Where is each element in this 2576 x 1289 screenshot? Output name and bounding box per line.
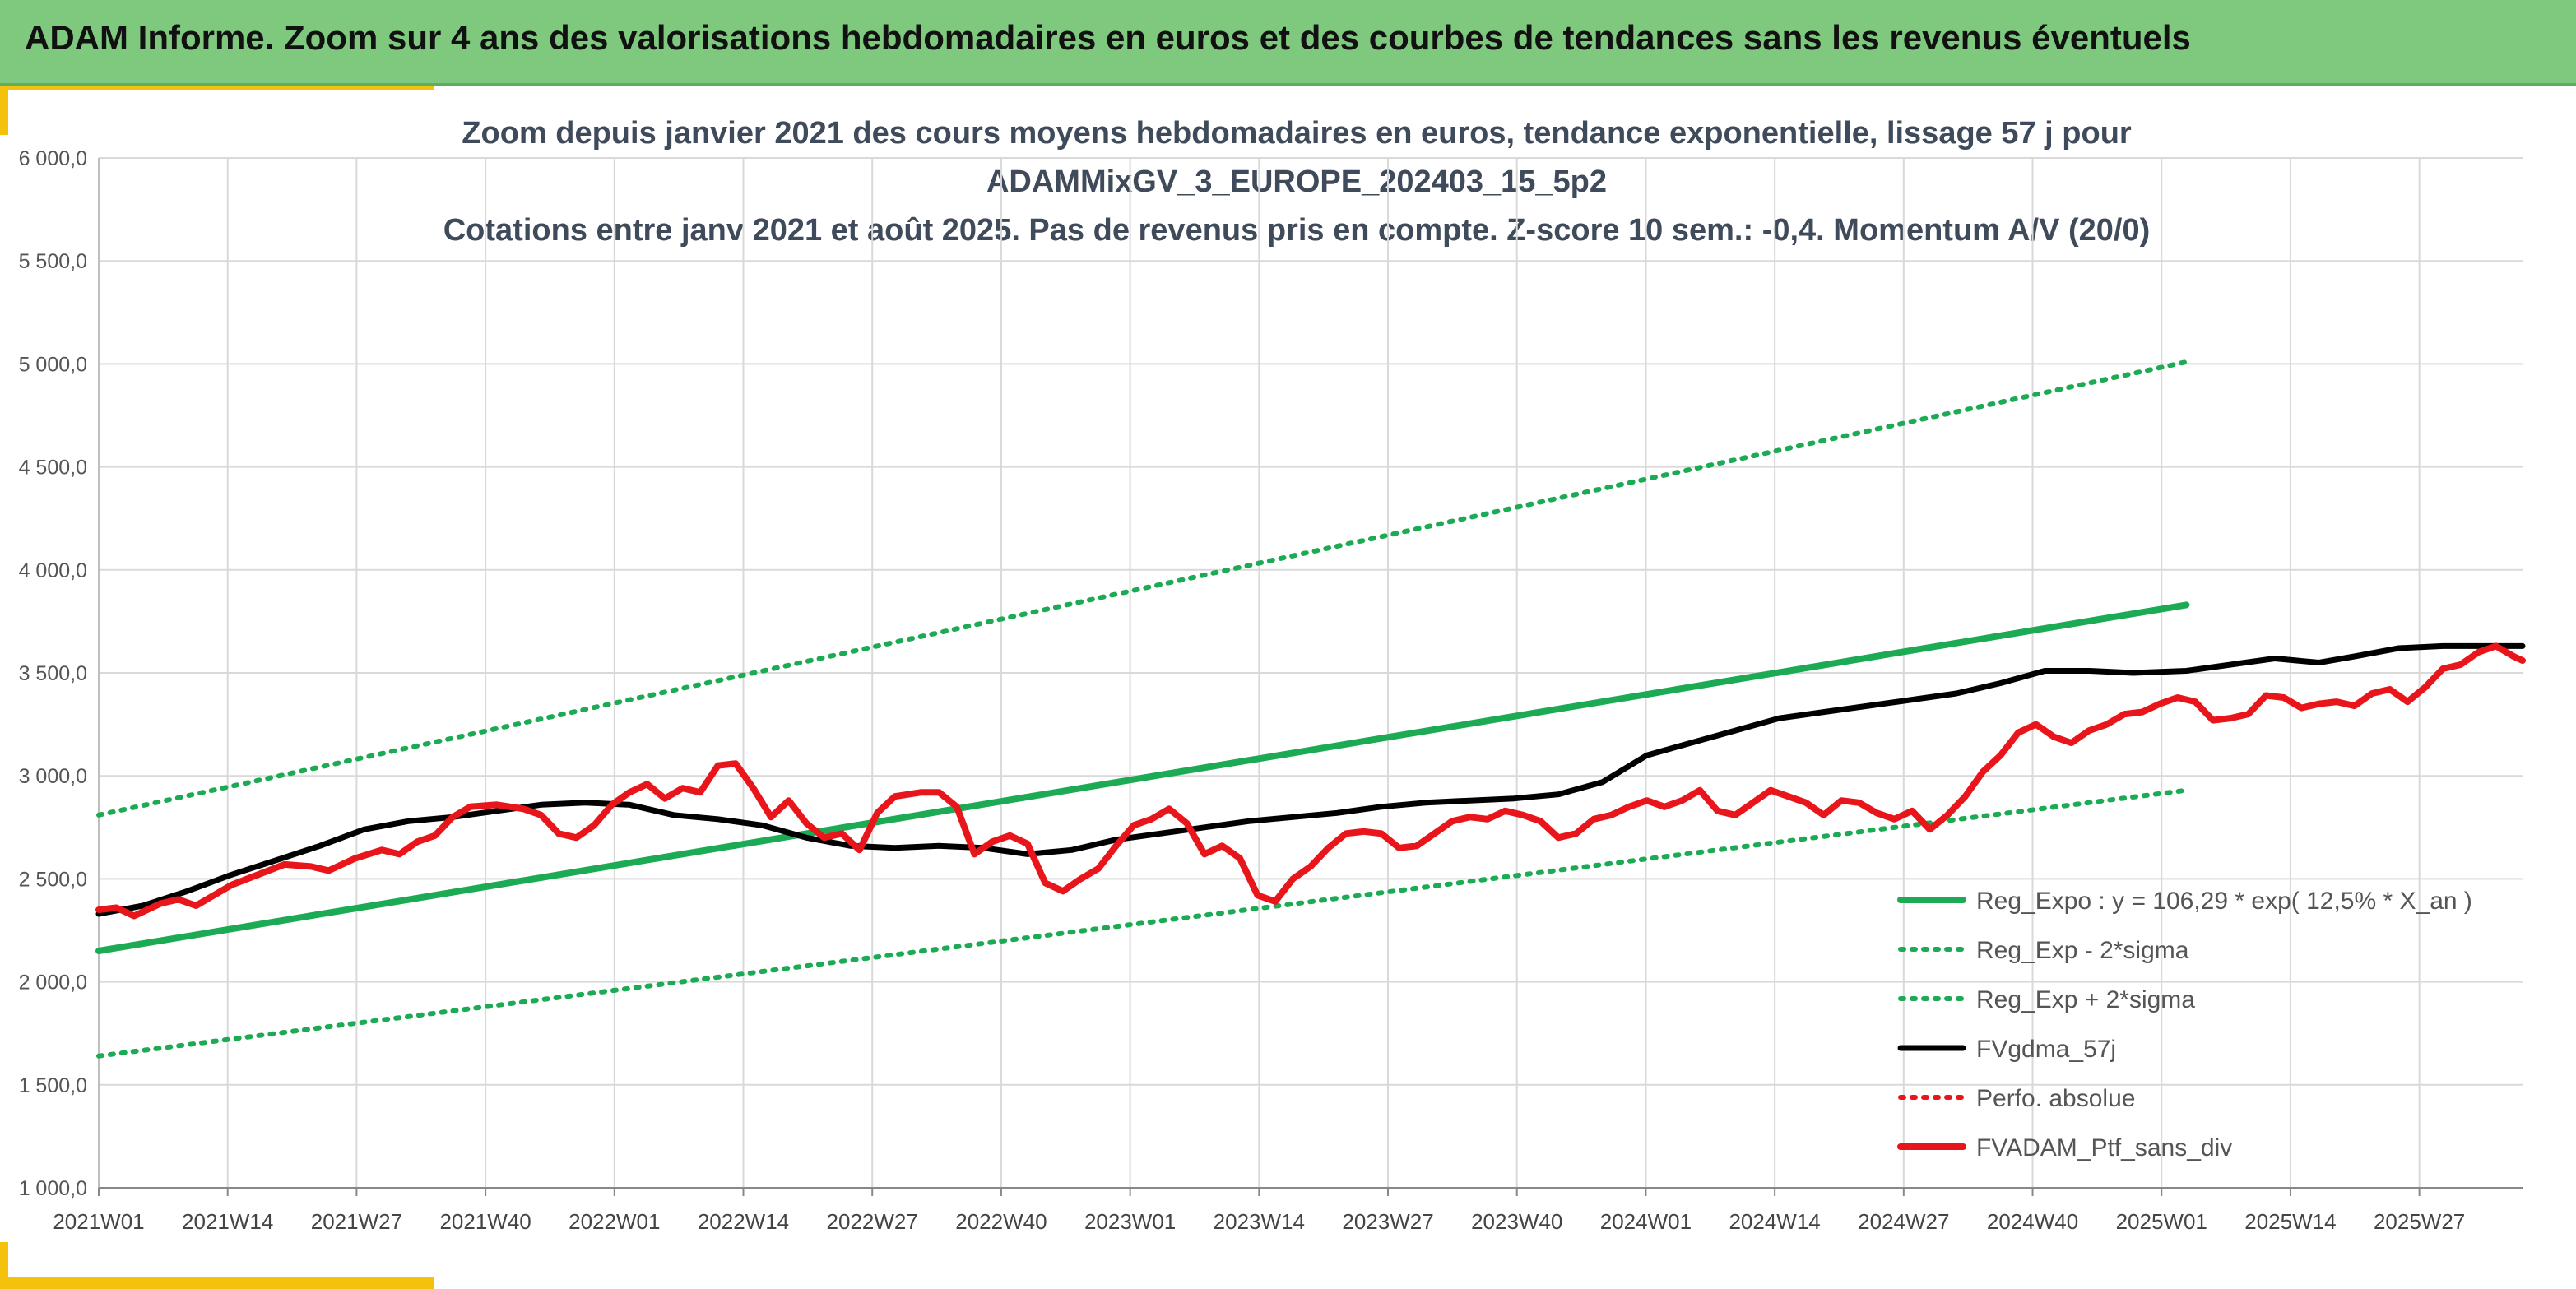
- accent-stripe-left-bottom: [0, 1242, 8, 1289]
- accent-stripe-left-top: [0, 86, 8, 135]
- chart-title-line-1: Zoom depuis janvier 2021 des cours moyen…: [462, 116, 2132, 151]
- accent-stripe-bottom: [0, 1277, 434, 1289]
- y-tick-label: 4 500,0: [19, 457, 87, 480]
- y-tick-label: 5 000,0: [19, 353, 87, 376]
- x-tick-label: 2021W14: [182, 1209, 273, 1234]
- x-tick-label: 2024W01: [1600, 1209, 1692, 1234]
- x-tick-label: 2021W01: [53, 1209, 144, 1234]
- chart-series: [95, 359, 2526, 1059]
- legend-label-fvadam: FVADAM_Ptf_sans_div: [1976, 1134, 2232, 1161]
- y-axis-ticks: 1 000,0 1 500,0 2 000,0 2 500,0 3 000,0 3 500…: [19, 147, 87, 1200]
- y-tick-label: 6 000,0: [19, 147, 87, 170]
- x-tick-label: 2024W27: [1858, 1209, 1949, 1234]
- chart-legend: Reg_Expo : y = 106,29 * exp( 12,5% * X_a…: [1897, 888, 2472, 1161]
- x-tick-label: 2023W14: [1214, 1209, 1305, 1234]
- chart-title-line-2: ADAMMixGV_3_EUROPE_202403_15_5p2: [986, 165, 1607, 199]
- header-title: ADAM Informe. Zoom sur 4 ans des valoris…: [25, 18, 2191, 57]
- legend-label-perf-abs: Perfo. absolue: [1976, 1085, 2135, 1112]
- legend-label-reg-minus: Reg_Exp - 2*sigma: [1976, 937, 2189, 964]
- y-tick-label: 5 500,0: [19, 250, 87, 273]
- header-bar: ADAM Informe. Zoom sur 4 ans des valoris…: [0, 0, 2576, 86]
- chart-title: Zoom depuis janvier 2021 des cours moyen…: [443, 116, 2151, 248]
- y-tick-label: 2 000,0: [19, 971, 87, 995]
- x-tick-label: 2023W40: [1471, 1209, 1562, 1234]
- x-tick-label: 2022W27: [827, 1209, 918, 1234]
- series-line-fvgdma: [95, 642, 2526, 917]
- legend-label-reg-plus: Reg_Exp + 2*sigma: [1976, 986, 2195, 1013]
- chart-title-line-3: Cotations entre janv 2021 et août 2025. …: [443, 213, 2151, 248]
- x-tick-label: 2023W27: [1342, 1209, 1433, 1234]
- legend-label-reg-expo: Reg_Expo : y = 106,29 * exp( 12,5% * X_a…: [1976, 888, 2472, 915]
- series-line-reg-minus: [96, 787, 2189, 1059]
- y-tick-label: 3 000,0: [19, 765, 87, 788]
- chart-axes: [98, 158, 2523, 1189]
- legend-label-fvgdma: FVgdma_57j: [1976, 1036, 2116, 1063]
- x-tick-label: 2022W40: [955, 1209, 1047, 1234]
- x-tick-label: 2021W40: [439, 1209, 531, 1234]
- x-tick-label: 2021W27: [311, 1209, 402, 1234]
- x-axis-ticks: 2021W01 2021W14 2021W27 2021W40 2022W01 2022W…: [53, 1188, 2465, 1234]
- x-tick-label: 2023W01: [1084, 1209, 1176, 1234]
- y-tick-label: 2 500,0: [19, 868, 87, 891]
- y-tick-label: 1 500,0: [19, 1074, 87, 1097]
- series-line-fvadam: [95, 642, 2526, 920]
- chart-grid: [98, 157, 2523, 1189]
- x-tick-label: 2025W14: [2244, 1209, 2336, 1234]
- x-tick-label: 2025W27: [2374, 1209, 2465, 1234]
- x-tick-label: 2024W40: [1987, 1209, 2078, 1234]
- x-tick-label: 2022W01: [569, 1209, 660, 1234]
- y-tick-label: 1 000,0: [19, 1177, 87, 1200]
- x-tick-label: 2024W14: [1729, 1209, 1820, 1234]
- x-tick-label: 2025W01: [2116, 1209, 2207, 1234]
- y-tick-label: 3 500,0: [19, 662, 87, 685]
- series-line-reg-expo: [95, 601, 2190, 954]
- y-tick-label: 4 000,0: [19, 559, 87, 582]
- x-tick-label: 2022W14: [698, 1209, 789, 1234]
- series-line-reg-plus: [96, 359, 2189, 818]
- accent-stripe-top: [0, 86, 434, 90]
